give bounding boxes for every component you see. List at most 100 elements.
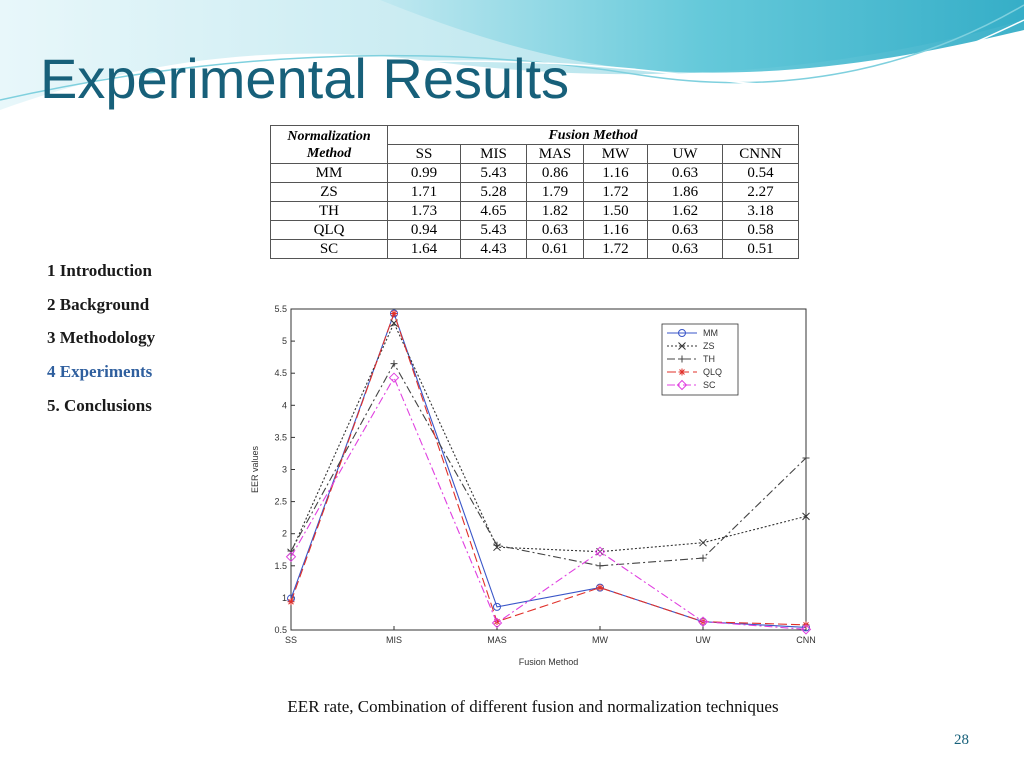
table-cell: 0.61 — [526, 239, 584, 259]
legend-label: ZS — [703, 341, 715, 351]
y-tick-label: 2.5 — [274, 497, 287, 507]
table-row: QLQ 0.94 5.43 0.63 1.16 0.63 0.58 — [270, 220, 799, 240]
header-cell: SS — [387, 144, 461, 164]
point — [390, 309, 398, 317]
x-tick-label: MAS — [487, 635, 507, 645]
header-decoration — [0, 0, 1024, 110]
nav-item: 1 Introduction — [47, 261, 153, 280]
table-cell: 1.72 — [583, 239, 648, 259]
y-tick-label: 1 — [282, 593, 287, 603]
table-cell: 5.43 — [460, 220, 527, 240]
series-line — [290, 321, 807, 553]
x-tick-label: MW — [592, 635, 608, 645]
series-line — [290, 362, 807, 567]
point — [287, 594, 295, 603]
wave — [380, 0, 1024, 73]
table-cell: QLQ — [270, 220, 388, 240]
point — [493, 541, 501, 549]
legend-marker — [676, 379, 688, 391]
point — [596, 562, 604, 570]
table-row: MM 0.99 5.43 0.86 1.16 0.63 0.54 — [270, 163, 799, 183]
table-cell: SC — [270, 239, 388, 259]
point — [596, 583, 604, 592]
slide-title: Experimental Results — [40, 47, 570, 110]
page-number: 28 — [954, 732, 969, 748]
y-tick-label: 5.5 — [274, 304, 287, 314]
legend-label: TH — [703, 354, 715, 364]
y-tick-label: 4 — [282, 400, 287, 410]
y-tick-label: 4.5 — [274, 368, 287, 378]
point — [287, 598, 295, 606]
plot-area — [290, 308, 807, 631]
point — [802, 512, 810, 521]
header-cell: MIS — [460, 144, 527, 164]
table-cell: 0.94 — [387, 220, 461, 240]
table-cell: 1.73 — [387, 201, 461, 221]
point — [802, 623, 810, 632]
table-row: SC 1.64 4.43 0.61 1.72 0.63 0.51 — [270, 239, 799, 259]
table-cell: 1.79 — [526, 182, 584, 202]
y-tick-label: 3.5 — [274, 432, 287, 442]
table-cell: 1.82 — [526, 201, 584, 221]
point — [390, 360, 398, 368]
wave-line — [0, 4, 1024, 101]
table-cell: 5.28 — [460, 182, 527, 202]
point — [676, 379, 688, 391]
x-tick-label: SS — [285, 635, 297, 645]
table-cell: 1.86 — [647, 182, 723, 202]
table-cell: 0.63 — [647, 220, 723, 240]
table-cell: TH — [270, 201, 388, 221]
caption: EER rate, Combination of different fusio… — [287, 697, 779, 716]
nav-item: 5. Conclusions — [47, 395, 152, 415]
results-table: Normalization Method Fusion Method SS MIS MA… — [270, 125, 799, 259]
table-cell: 0.58 — [722, 220, 799, 240]
x-tick-label: MIS — [386, 635, 402, 645]
legend-label: MM — [703, 328, 718, 338]
y-axis-label: EER values — [250, 445, 260, 493]
point — [491, 617, 503, 629]
point — [596, 547, 604, 556]
point — [594, 546, 606, 557]
chart-background — [207, 290, 865, 678]
point — [493, 618, 501, 626]
table-cell: 0.86 — [526, 163, 584, 183]
table-cell: 2.27 — [722, 182, 799, 202]
legend-label: SC — [703, 380, 716, 390]
table-cell: 1.16 — [583, 220, 648, 240]
wave-line — [119, 19, 1024, 96]
series-line — [290, 311, 807, 628]
nav-list: 1 Introduction 2 Background 3 Methodology 4… — [47, 258, 155, 426]
y-tick-label: 0.5 — [274, 625, 287, 635]
nav-item: 3 Methodology — [47, 328, 156, 348]
table-cell: 1.16 — [583, 163, 648, 183]
header-cell: Normalization Method — [270, 125, 388, 164]
legend-marker — [678, 329, 686, 337]
table-row: TH 1.73 4.65 1.82 1.50 1.62 3.18 — [270, 201, 799, 221]
y-tick-label: 1.5 — [274, 561, 287, 571]
table-cell: 1.50 — [583, 201, 648, 221]
table-row: ZS 1.71 5.28 1.79 1.72 1.86 2.27 — [270, 182, 799, 202]
series-line — [290, 311, 807, 626]
y-tick-label: 3 — [282, 465, 287, 475]
table-cell: 0.63 — [647, 239, 723, 259]
y-tick-label: 2 — [282, 529, 287, 539]
point — [678, 329, 686, 337]
point — [678, 368, 686, 376]
x-tick-label: CNN — [796, 635, 816, 645]
point — [287, 548, 295, 557]
header-row: Normalization Method Fusion Method — [270, 125, 799, 164]
point — [678, 355, 686, 363]
point — [678, 342, 686, 350]
legend-marker — [678, 342, 686, 350]
x-axis-label: Fusion Method — [519, 657, 579, 667]
point — [285, 551, 297, 563]
table-cell: 1.62 — [647, 201, 723, 221]
point — [800, 624, 812, 635]
table-cell: 1.71 — [387, 182, 461, 202]
point — [802, 621, 810, 629]
legend-box — [661, 323, 739, 396]
point — [493, 602, 501, 611]
table-cell: 0.63 — [647, 163, 723, 183]
table-cell: ZS — [270, 182, 388, 202]
point — [287, 547, 295, 555]
